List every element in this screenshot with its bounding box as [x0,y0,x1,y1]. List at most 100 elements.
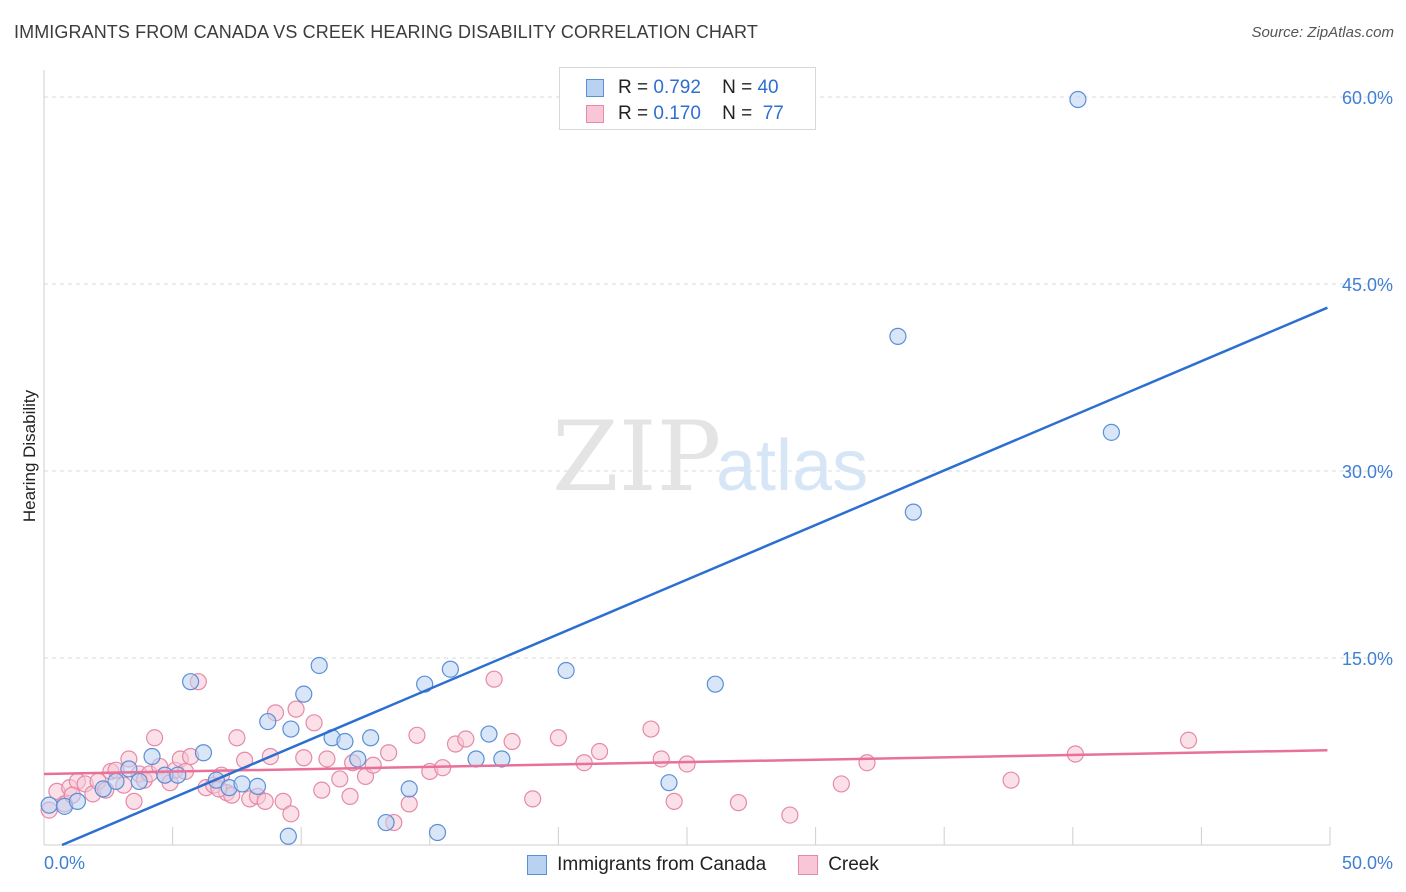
legend-row-canada: R = 0.792 N = 40 [586,76,779,100]
data-point [274,792,292,810]
data-point [1179,731,1198,749]
trendlines [43,306,1328,847]
data-point [256,792,274,810]
data-point [287,700,305,718]
data-point [336,732,354,751]
data-point [524,790,542,808]
data-point [362,729,380,747]
data-point [832,775,850,793]
canada-points [40,90,1120,845]
data-point [295,749,313,767]
data-point [642,720,660,738]
legend-label-canada: Immigrants from Canada [557,854,767,875]
data-point [145,729,164,747]
data-point [400,780,418,798]
data-point [660,774,678,792]
y-tick-label: 60.0% [1342,88,1393,108]
data-point [169,766,187,784]
legend-n-label: N = [722,103,753,124]
data-point [590,742,609,761]
data-point [331,770,349,788]
creek-trendline [43,749,1328,776]
data-point [349,750,367,768]
data-point [1002,771,1020,789]
data-point [305,714,323,732]
data-point [282,720,300,738]
legend-r-value: 0.170 [653,103,701,124]
canada-trendline [61,306,1328,847]
gridlines [44,96,1392,659]
data-point [428,823,447,842]
data-point [233,775,251,793]
data-point [68,792,87,810]
x-tick-label: 0.0% [44,853,85,873]
source-label: Source: ZipAtlas.com [1251,24,1394,41]
data-point [377,813,395,832]
legend-n-value: 77 [762,103,784,124]
y-tick-label: 30.0% [1342,462,1393,482]
data-point [295,685,313,703]
data-point [310,656,328,675]
data-point [259,712,277,731]
data-point [549,729,568,747]
data-point [313,781,331,799]
legend-n-label: N = [722,77,753,98]
data-point [228,729,246,747]
legend-label-creek: Creek [828,854,879,875]
data-point [652,750,670,768]
legend-r-value: 0.792 [653,77,701,98]
legend-item-canada[interactable]: Immigrants from Canada [527,854,766,876]
data-point [1102,423,1120,441]
data-point [143,747,161,766]
y-tick-label: 45.0% [1342,275,1393,295]
y-axis-label: Hearing Disability [20,389,39,522]
data-point [94,780,112,798]
y-tick-labels: 15.0% 30.0% 45.0% 60.0% [1342,88,1393,669]
watermark: ZIP atlas [552,401,868,513]
legend-r-label: R = [618,103,649,124]
legend-swatch-creek [586,105,604,123]
data-point [282,805,300,823]
watermark-atlas: atlas [716,426,868,506]
data-point [194,744,213,762]
y-tick-label: 15.0% [1342,649,1393,669]
legend-item-creek[interactable]: Creek [798,854,879,876]
legend-swatch-canada [527,855,548,875]
data-point [503,732,521,751]
axes [43,70,1331,846]
data-point [40,796,58,814]
data-point [1069,90,1087,109]
data-point [706,675,724,693]
data-point [557,661,575,680]
data-point [107,772,125,791]
data-point [130,772,148,791]
data-point [678,755,696,773]
legend-r-label: R = [618,77,649,98]
data-point [729,794,748,812]
data-point [665,792,683,810]
stats-legend: R = 0.792 N = 40 R = 0.170 N = 77 [559,67,816,130]
data-point [182,673,200,691]
data-point [380,744,398,762]
data-point [781,806,799,824]
data-point [248,777,267,796]
series-legend: Immigrants from Canada Creek [0,852,1406,878]
chart-title: IMMIGRANTS FROM CANADA VS CREEK HEARING … [14,22,758,42]
data-point [318,750,336,768]
creek-points [40,670,1198,832]
data-point [341,787,359,805]
watermark-zip: ZIP [552,401,721,513]
data-point [480,725,498,743]
data-point [279,827,297,845]
data-point [457,730,475,748]
data-point [400,795,418,813]
x-tick-label: 50.0% [1342,853,1393,873]
data-point [364,756,382,774]
data-point [125,792,143,810]
data-point [889,327,907,345]
legend-row-creek: R = 0.170 N = 77 [586,102,784,126]
data-point [408,726,426,744]
legend-swatch-creek [798,855,819,875]
data-point [467,750,485,768]
